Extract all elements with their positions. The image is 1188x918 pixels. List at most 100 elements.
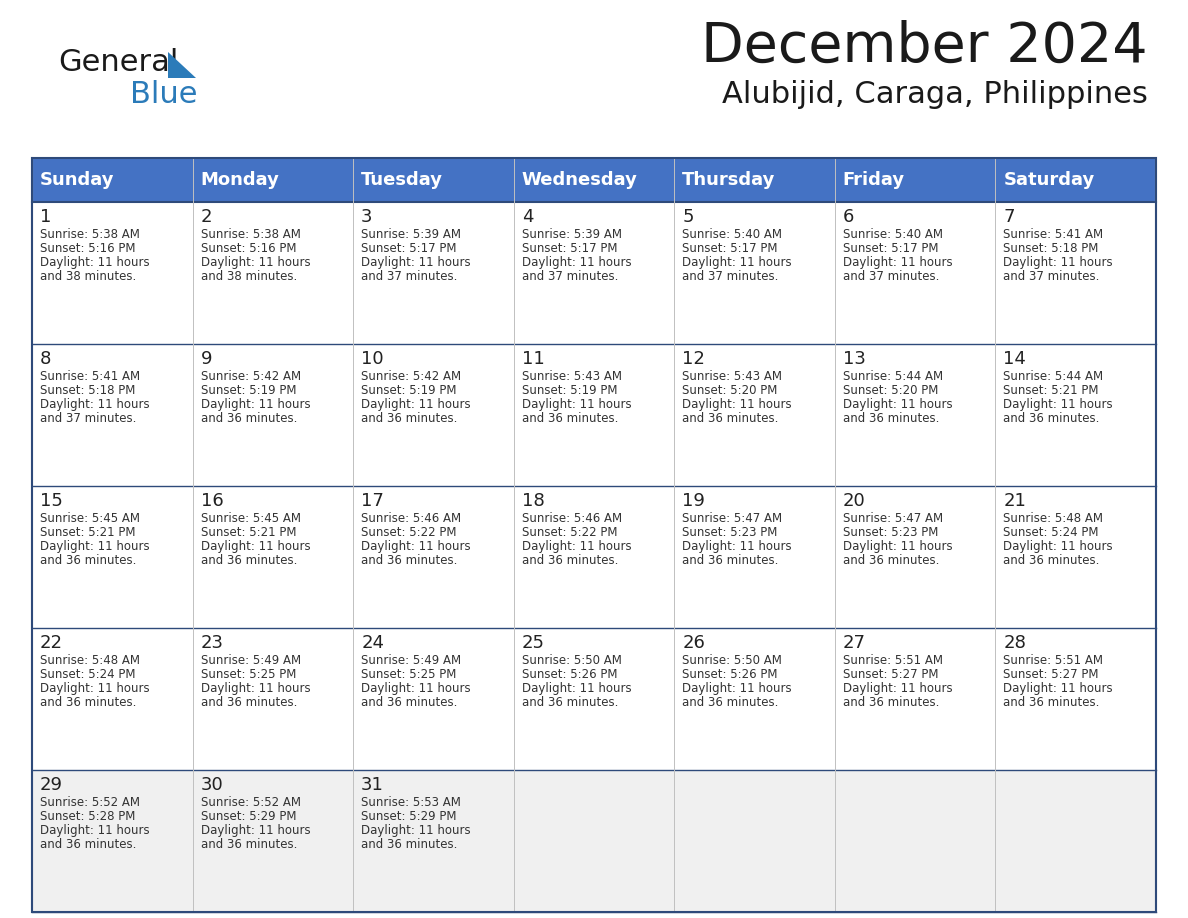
- Text: Daylight: 11 hours: Daylight: 11 hours: [201, 256, 310, 269]
- Text: and 36 minutes.: and 36 minutes.: [842, 554, 940, 567]
- Text: 26: 26: [682, 634, 706, 652]
- Text: 20: 20: [842, 492, 866, 510]
- Bar: [32, 628, 1156, 770]
- Text: Sunday: Sunday: [40, 171, 114, 189]
- Text: Sunrise: 5:40 AM: Sunrise: 5:40 AM: [682, 228, 782, 241]
- Text: Daylight: 11 hours: Daylight: 11 hours: [682, 256, 792, 269]
- Text: and 36 minutes.: and 36 minutes.: [201, 554, 297, 567]
- Text: Sunrise: 5:38 AM: Sunrise: 5:38 AM: [201, 228, 301, 241]
- Text: Sunrise: 5:44 AM: Sunrise: 5:44 AM: [1004, 370, 1104, 383]
- Text: Daylight: 11 hours: Daylight: 11 hours: [361, 824, 470, 837]
- Text: Daylight: 11 hours: Daylight: 11 hours: [201, 824, 310, 837]
- Text: Sunrise: 5:38 AM: Sunrise: 5:38 AM: [40, 228, 140, 241]
- Text: December 2024: December 2024: [701, 20, 1148, 74]
- Text: and 36 minutes.: and 36 minutes.: [1004, 696, 1100, 709]
- Text: Sunset: 5:19 PM: Sunset: 5:19 PM: [201, 384, 296, 397]
- Text: Sunrise: 5:50 AM: Sunrise: 5:50 AM: [522, 654, 621, 667]
- Text: 13: 13: [842, 350, 866, 368]
- Text: and 36 minutes.: and 36 minutes.: [842, 412, 940, 425]
- Text: Sunset: 5:25 PM: Sunset: 5:25 PM: [361, 668, 456, 681]
- Text: and 38 minutes.: and 38 minutes.: [40, 270, 137, 283]
- Text: 31: 31: [361, 776, 384, 794]
- Text: Daylight: 11 hours: Daylight: 11 hours: [361, 256, 470, 269]
- Text: Sunset: 5:26 PM: Sunset: 5:26 PM: [522, 668, 618, 681]
- Text: and 36 minutes.: and 36 minutes.: [361, 412, 457, 425]
- Polygon shape: [168, 52, 196, 78]
- Text: Sunset: 5:19 PM: Sunset: 5:19 PM: [522, 384, 618, 397]
- Text: 5: 5: [682, 208, 694, 226]
- Text: Sunrise: 5:40 AM: Sunrise: 5:40 AM: [842, 228, 943, 241]
- Text: Daylight: 11 hours: Daylight: 11 hours: [1004, 682, 1113, 695]
- Text: Thursday: Thursday: [682, 171, 776, 189]
- Text: Sunrise: 5:46 AM: Sunrise: 5:46 AM: [361, 512, 461, 525]
- Text: and 37 minutes.: and 37 minutes.: [1004, 270, 1100, 283]
- Text: and 38 minutes.: and 38 minutes.: [201, 270, 297, 283]
- Text: Sunset: 5:23 PM: Sunset: 5:23 PM: [842, 526, 939, 539]
- Text: Daylight: 11 hours: Daylight: 11 hours: [40, 398, 150, 411]
- Bar: [32, 486, 1156, 628]
- Text: Daylight: 11 hours: Daylight: 11 hours: [842, 540, 953, 553]
- Text: 14: 14: [1004, 350, 1026, 368]
- Text: Sunset: 5:22 PM: Sunset: 5:22 PM: [522, 526, 618, 539]
- Text: Daylight: 11 hours: Daylight: 11 hours: [361, 540, 470, 553]
- Text: 6: 6: [842, 208, 854, 226]
- Text: 8: 8: [40, 350, 51, 368]
- Text: 18: 18: [522, 492, 544, 510]
- Text: Sunset: 5:24 PM: Sunset: 5:24 PM: [40, 668, 135, 681]
- Text: 21: 21: [1004, 492, 1026, 510]
- Text: Daylight: 11 hours: Daylight: 11 hours: [682, 682, 792, 695]
- Bar: [32, 344, 1156, 486]
- Text: Sunset: 5:18 PM: Sunset: 5:18 PM: [40, 384, 135, 397]
- Text: Sunset: 5:17 PM: Sunset: 5:17 PM: [522, 242, 618, 255]
- Text: and 36 minutes.: and 36 minutes.: [201, 412, 297, 425]
- Text: and 37 minutes.: and 37 minutes.: [842, 270, 940, 283]
- Text: 15: 15: [40, 492, 63, 510]
- Text: Sunrise: 5:51 AM: Sunrise: 5:51 AM: [1004, 654, 1104, 667]
- Text: and 36 minutes.: and 36 minutes.: [522, 554, 618, 567]
- Text: Sunrise: 5:41 AM: Sunrise: 5:41 AM: [40, 370, 140, 383]
- Text: Sunset: 5:18 PM: Sunset: 5:18 PM: [1004, 242, 1099, 255]
- Text: Sunrise: 5:51 AM: Sunrise: 5:51 AM: [842, 654, 943, 667]
- Text: and 36 minutes.: and 36 minutes.: [522, 412, 618, 425]
- Bar: [32, 202, 1156, 344]
- Text: and 36 minutes.: and 36 minutes.: [682, 696, 778, 709]
- Text: Sunrise: 5:45 AM: Sunrise: 5:45 AM: [201, 512, 301, 525]
- Text: and 36 minutes.: and 36 minutes.: [1004, 412, 1100, 425]
- Text: and 36 minutes.: and 36 minutes.: [361, 696, 457, 709]
- Text: Sunset: 5:20 PM: Sunset: 5:20 PM: [842, 384, 939, 397]
- Text: 11: 11: [522, 350, 544, 368]
- Text: Sunrise: 5:43 AM: Sunrise: 5:43 AM: [682, 370, 782, 383]
- Text: Daylight: 11 hours: Daylight: 11 hours: [842, 256, 953, 269]
- Text: Tuesday: Tuesday: [361, 171, 443, 189]
- Text: 24: 24: [361, 634, 384, 652]
- Text: 29: 29: [40, 776, 63, 794]
- Text: Sunrise: 5:49 AM: Sunrise: 5:49 AM: [201, 654, 301, 667]
- Text: Sunrise: 5:39 AM: Sunrise: 5:39 AM: [361, 228, 461, 241]
- Text: Daylight: 11 hours: Daylight: 11 hours: [682, 398, 792, 411]
- Text: and 36 minutes.: and 36 minutes.: [522, 696, 618, 709]
- Text: Sunset: 5:29 PM: Sunset: 5:29 PM: [361, 810, 456, 823]
- Text: Sunset: 5:29 PM: Sunset: 5:29 PM: [201, 810, 296, 823]
- Text: Sunset: 5:17 PM: Sunset: 5:17 PM: [361, 242, 456, 255]
- Text: Sunset: 5:21 PM: Sunset: 5:21 PM: [1004, 384, 1099, 397]
- Text: and 37 minutes.: and 37 minutes.: [40, 412, 137, 425]
- Bar: [32, 770, 1156, 912]
- Text: Daylight: 11 hours: Daylight: 11 hours: [522, 398, 631, 411]
- Text: Sunrise: 5:47 AM: Sunrise: 5:47 AM: [682, 512, 783, 525]
- Text: 19: 19: [682, 492, 706, 510]
- Text: Sunrise: 5:41 AM: Sunrise: 5:41 AM: [1004, 228, 1104, 241]
- Text: 12: 12: [682, 350, 706, 368]
- Text: Sunset: 5:21 PM: Sunset: 5:21 PM: [201, 526, 296, 539]
- Text: 16: 16: [201, 492, 223, 510]
- Text: 7: 7: [1004, 208, 1015, 226]
- Text: Daylight: 11 hours: Daylight: 11 hours: [201, 540, 310, 553]
- Text: Sunset: 5:20 PM: Sunset: 5:20 PM: [682, 384, 778, 397]
- Bar: [32, 158, 1156, 202]
- Text: Daylight: 11 hours: Daylight: 11 hours: [361, 682, 470, 695]
- Text: Sunset: 5:21 PM: Sunset: 5:21 PM: [40, 526, 135, 539]
- Text: Sunrise: 5:45 AM: Sunrise: 5:45 AM: [40, 512, 140, 525]
- Text: 17: 17: [361, 492, 384, 510]
- Text: 9: 9: [201, 350, 213, 368]
- Text: Sunrise: 5:44 AM: Sunrise: 5:44 AM: [842, 370, 943, 383]
- Text: Daylight: 11 hours: Daylight: 11 hours: [522, 682, 631, 695]
